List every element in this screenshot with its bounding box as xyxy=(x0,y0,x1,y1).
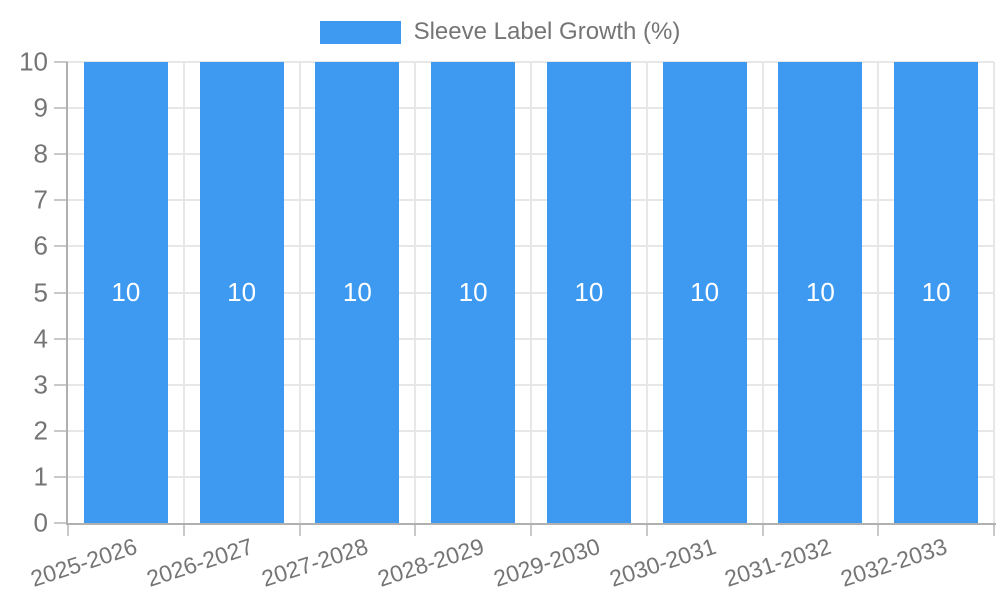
bar-value-label: 10 xyxy=(458,277,488,307)
bar-value-label: 10 xyxy=(690,277,720,307)
bar-value-label: 10 xyxy=(111,277,141,307)
x-tick-mark xyxy=(67,523,69,536)
bar-value-label: 10 xyxy=(227,277,257,307)
y-tick-label: 5 xyxy=(33,277,48,307)
x-tick-label: 2025-2026 xyxy=(27,533,140,592)
bar-value-label: 10 xyxy=(921,277,951,307)
x-tick-mark xyxy=(645,523,648,536)
x-tick-label: 2026-2027 xyxy=(143,533,256,592)
x-gridline xyxy=(414,62,417,523)
legend-label: Sleeve Label Growth (%) xyxy=(413,18,681,45)
x-tick-label: 2028-2029 xyxy=(374,533,488,592)
y-tick-label: 0 xyxy=(33,507,48,538)
x-tick-label: 2032-2033 xyxy=(837,533,951,592)
bar-value-label: 10 xyxy=(342,277,372,307)
x-gridline xyxy=(298,62,301,523)
y-tick-mark xyxy=(54,61,68,63)
y-tick-label: 9 xyxy=(33,92,48,123)
plot-area: 0 1 2 3 4 5 6 7 8 9 10 10 2025-2026 10 2026-2027 10 2027… xyxy=(19,47,996,592)
y-tick-mark xyxy=(54,107,68,110)
legend[interactable]: Sleeve Label Growth (%) xyxy=(0,18,1000,46)
x-gridline xyxy=(645,62,648,523)
bar[interactable]: 10 xyxy=(546,62,631,523)
x-tick-mark xyxy=(761,523,764,536)
x-tick-mark xyxy=(414,523,417,536)
bar[interactable]: 10 xyxy=(778,62,863,523)
y-tick-mark xyxy=(54,383,68,386)
y-tick-label: 6 xyxy=(33,230,48,261)
y-tick-label: 3 xyxy=(33,369,48,400)
x-tick-mark xyxy=(298,523,301,536)
y-tick-mark xyxy=(54,522,68,524)
y-tick-mark xyxy=(54,337,68,340)
x-gridline xyxy=(761,62,764,523)
y-tick-label: 2 xyxy=(33,415,48,446)
x-tick-mark xyxy=(993,523,995,536)
x-gridline xyxy=(993,62,995,523)
x-tick-label: 2031-2032 xyxy=(721,533,835,592)
y-tick-label: 10 xyxy=(19,46,48,77)
y-tick-label: 7 xyxy=(33,184,48,215)
bar[interactable]: 10 xyxy=(83,62,168,523)
x-tick-label: 2030-2031 xyxy=(606,533,719,592)
x-gridline xyxy=(877,62,880,523)
y-tick-mark xyxy=(54,199,68,202)
bar-value-label: 10 xyxy=(805,277,835,307)
x-tick-label: 2027-2028 xyxy=(258,533,372,592)
bar[interactable]: 10 xyxy=(431,62,516,523)
y-tick-label: 8 xyxy=(33,138,48,169)
x-gridline xyxy=(530,62,532,523)
x-tick-mark xyxy=(877,523,880,536)
y-tick-mark xyxy=(54,153,68,156)
y-tick-label: 1 xyxy=(33,461,48,492)
y-tick-mark xyxy=(54,245,68,248)
x-tick-mark xyxy=(182,523,185,536)
y-axis-line xyxy=(66,62,68,523)
x-gridline xyxy=(182,62,185,523)
legend-swatch xyxy=(319,20,401,44)
y-tick-mark xyxy=(54,291,68,294)
bar[interactable]: 10 xyxy=(894,62,979,523)
x-tick-mark xyxy=(530,523,532,536)
bar[interactable]: 10 xyxy=(662,62,747,523)
y-tick-label: 4 xyxy=(33,323,48,354)
x-axis-line xyxy=(66,523,996,525)
y-tick-mark xyxy=(54,475,68,478)
bar[interactable]: 10 xyxy=(315,62,400,523)
y-tick-mark xyxy=(54,429,68,432)
bar[interactable]: 10 xyxy=(199,62,284,523)
x-tick-label: 2029-2030 xyxy=(490,533,603,592)
bar-value-label: 10 xyxy=(574,277,604,307)
